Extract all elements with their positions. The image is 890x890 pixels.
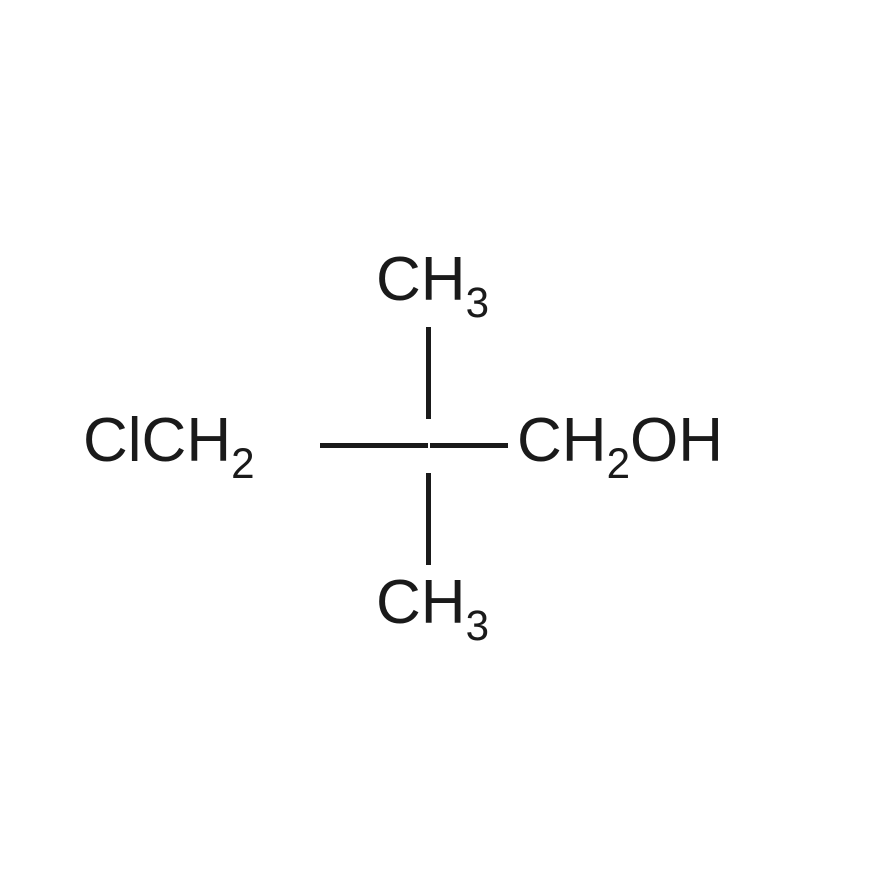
atom-right-text2: OH bbox=[630, 406, 723, 475]
bond-vertical-bottom bbox=[426, 473, 431, 565]
atom-left-sub: 2 bbox=[231, 440, 254, 487]
atom-bottom-methyl-text1: CH bbox=[376, 568, 466, 637]
atom-left-text1: ClCH bbox=[83, 406, 231, 475]
atom-top-methyl: CH3 bbox=[376, 249, 489, 321]
bond-vertical-top bbox=[426, 327, 431, 419]
bond-horizontal-left bbox=[320, 443, 428, 448]
atom-bottom-methyl: CH3 bbox=[376, 572, 489, 644]
atom-top-methyl-sub: 3 bbox=[466, 279, 489, 326]
atom-right-group: CH2OH bbox=[517, 410, 723, 482]
atom-left-group: ClCH2 bbox=[83, 410, 255, 482]
chemical-structure-canvas: CH3 CH3 ClCH2 CH2OH bbox=[0, 0, 890, 890]
atom-right-sub: 2 bbox=[607, 440, 630, 487]
bond-horizontal-right bbox=[430, 443, 508, 448]
atom-top-methyl-text1: CH bbox=[376, 245, 466, 314]
atom-bottom-methyl-sub: 3 bbox=[466, 602, 489, 649]
atom-right-text1: CH bbox=[517, 406, 607, 475]
